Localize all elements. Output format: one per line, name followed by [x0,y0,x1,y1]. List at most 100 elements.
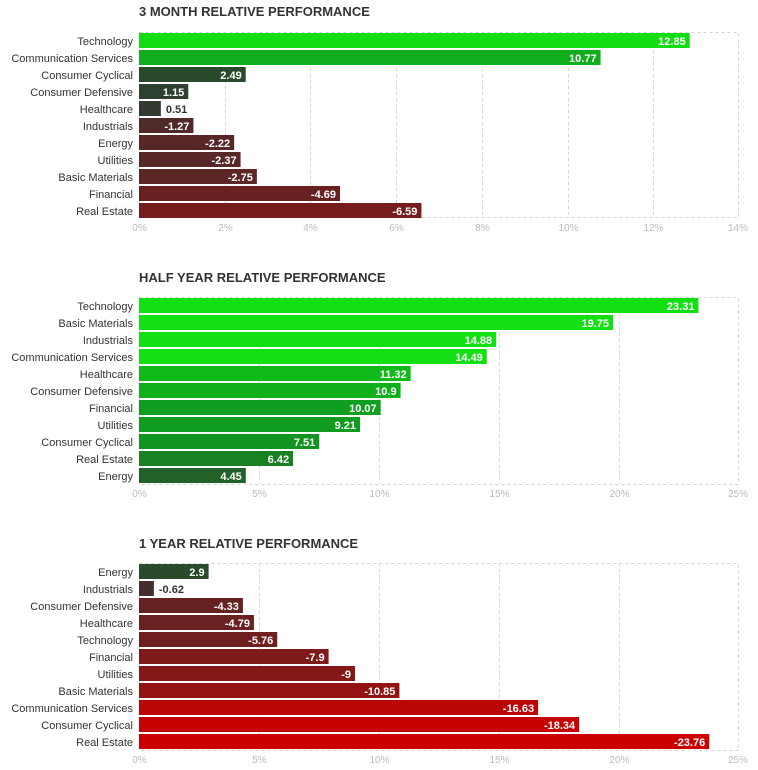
bar-value-label: -18.34 [544,720,576,732]
bar-value-label: 19.75 [581,318,609,330]
category-label: Healthcare [80,104,133,116]
category-label: Energy [98,567,133,579]
bar[interactable] [139,581,154,596]
bar[interactable] [139,434,320,449]
x-tick-label: 10% [369,755,389,766]
x-tick-label: 20% [609,755,629,766]
bar[interactable] [139,451,294,466]
bar[interactable] [139,468,246,483]
category-label: Real Estate [76,206,133,218]
category-label: Healthcare [80,369,133,381]
category-label: Energy [98,471,133,483]
bar[interactable] [139,203,422,218]
bar-value-label: 1.15 [163,87,184,99]
bar-value-label: -5.76 [248,635,273,647]
bar[interactable] [139,135,235,150]
x-tick-label: 5% [252,755,267,766]
bar-value-label: -1.27 [164,121,189,133]
bar-value-label: -2.37 [211,155,236,167]
x-tick-label: 20% [609,489,629,500]
bar-value-label: -7.9 [306,652,325,664]
bar[interactable] [139,700,539,715]
bar[interactable] [139,101,161,116]
category-label: Healthcare [80,618,133,630]
bar[interactable] [139,366,411,381]
x-tick-label: 6% [389,223,404,234]
bar-value-label: 7.51 [294,437,315,449]
x-tick-label: 10% [558,223,578,234]
bar-value-label: -16.63 [503,703,534,715]
x-tick-label: 14% [728,223,748,234]
category-label: Consumer Defensive [30,601,133,613]
bar[interactable] [139,349,487,364]
x-tick-label: 12% [643,223,663,234]
chart-panel-2: HALF YEAR RELATIVE PERFORMANCE 0% 5% 10% 15%… [11,270,748,500]
bar[interactable] [139,315,613,330]
bar[interactable] [139,50,601,65]
bar[interactable] [139,615,254,630]
x-tick-label: 0% [132,755,147,766]
category-label: Financial [89,652,133,664]
bar[interactable] [139,564,209,579]
category-label: Industrials [83,584,134,596]
bar[interactable] [139,298,699,313]
chart-title: 3 MONTH RELATIVE PERFORMANCE [139,4,370,19]
bar[interactable] [139,383,401,398]
category-label: Communication Services [11,352,133,364]
category-label: Basic Materials [58,318,133,330]
category-label: Financial [89,189,133,201]
bar[interactable] [139,734,710,749]
bar[interactable] [139,649,329,664]
category-label: Industrials [83,335,134,347]
chart-title: 1 YEAR RELATIVE PERFORMANCE [139,536,358,551]
x-tick-label: 5% [252,489,267,500]
category-label: Consumer Cyclical [41,70,133,82]
bar-value-label: 2.49 [220,70,241,82]
category-label: Communication Services [11,53,133,65]
bar-value-label: -2.22 [205,138,230,150]
category-label: Technology [77,635,133,647]
x-tick-label: 8% [475,223,490,234]
bar-value-label: 0.51 [166,104,187,116]
bar[interactable] [139,169,257,184]
bar[interactable] [139,186,340,201]
bar[interactable] [139,84,189,99]
bar[interactable] [139,400,381,415]
bar[interactable] [139,598,243,613]
bar[interactable] [139,33,690,48]
bar-value-label: 12.85 [658,36,686,48]
category-label: Industrials [83,121,134,133]
bar-value-label: 10.07 [349,403,377,415]
bar[interactable] [139,632,278,647]
bar-value-label: -2.75 [228,172,253,184]
category-label: Consumer Defensive [30,386,133,398]
category-label: Utilities [98,155,134,167]
bar-value-label: -4.69 [311,189,336,201]
bar-value-label: -9 [341,669,351,681]
bar[interactable] [139,118,194,133]
bar[interactable] [139,152,241,167]
category-label: Basic Materials [58,686,133,698]
bar-value-label: 4.45 [220,471,241,483]
category-label: Real Estate [76,454,133,466]
bar-value-label: 14.49 [455,352,483,364]
x-tick-label: 25% [728,489,748,500]
chart-panel-1: 3 MONTH RELATIVE PERFORMANCE 0% 2% 4% 6% 8% 10… [11,4,748,234]
category-label: Utilities [98,669,134,681]
x-tick-label: 2% [218,223,233,234]
bar[interactable] [139,683,400,698]
bar[interactable] [139,332,497,347]
category-label: Technology [77,301,133,313]
bar-value-label: -0.62 [159,584,184,596]
bar[interactable] [139,417,361,432]
bar[interactable] [139,666,355,681]
bar[interactable] [139,717,580,732]
x-tick-label: 0% [132,489,147,500]
x-tick-label: 25% [728,755,748,766]
bar-value-label: 10.77 [569,53,597,65]
bar[interactable] [139,67,246,82]
category-label: Consumer Cyclical [41,720,133,732]
plot-area-border [139,32,739,218]
category-label: Basic Materials [58,172,133,184]
